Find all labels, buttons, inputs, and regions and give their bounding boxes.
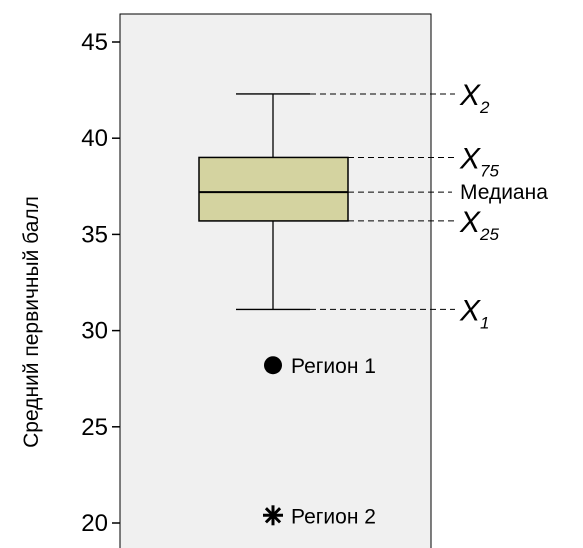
y-tick-label: 45 — [81, 29, 108, 56]
y-tick-label: 30 — [81, 318, 108, 345]
outlier-label: Регион 1 — [291, 355, 376, 378]
y-tick-label: 40 — [81, 125, 108, 152]
y-tick-label: 20 — [81, 510, 108, 537]
quantile-annotation: X25 — [459, 206, 499, 244]
outlier-circle-marker — [264, 356, 282, 375]
asterisk-stroke — [264, 507, 282, 524]
outlier-label: Регион 2 — [291, 505, 376, 528]
quantile-annotation: X75 — [459, 142, 499, 180]
median-annotation: Медиана — [460, 181, 548, 204]
y-axis-label: Средний первичный балл — [20, 196, 43, 448]
y-tick-label: 25 — [81, 414, 108, 441]
outlier-asterisk-marker — [263, 505, 283, 526]
plot-area — [119, 13, 432, 548]
y-tick-label: 35 — [81, 221, 108, 248]
quantile-annotation: X2 — [459, 79, 490, 117]
quantile-annotation: X1 — [459, 294, 489, 332]
iqr-box — [198, 156, 349, 222]
